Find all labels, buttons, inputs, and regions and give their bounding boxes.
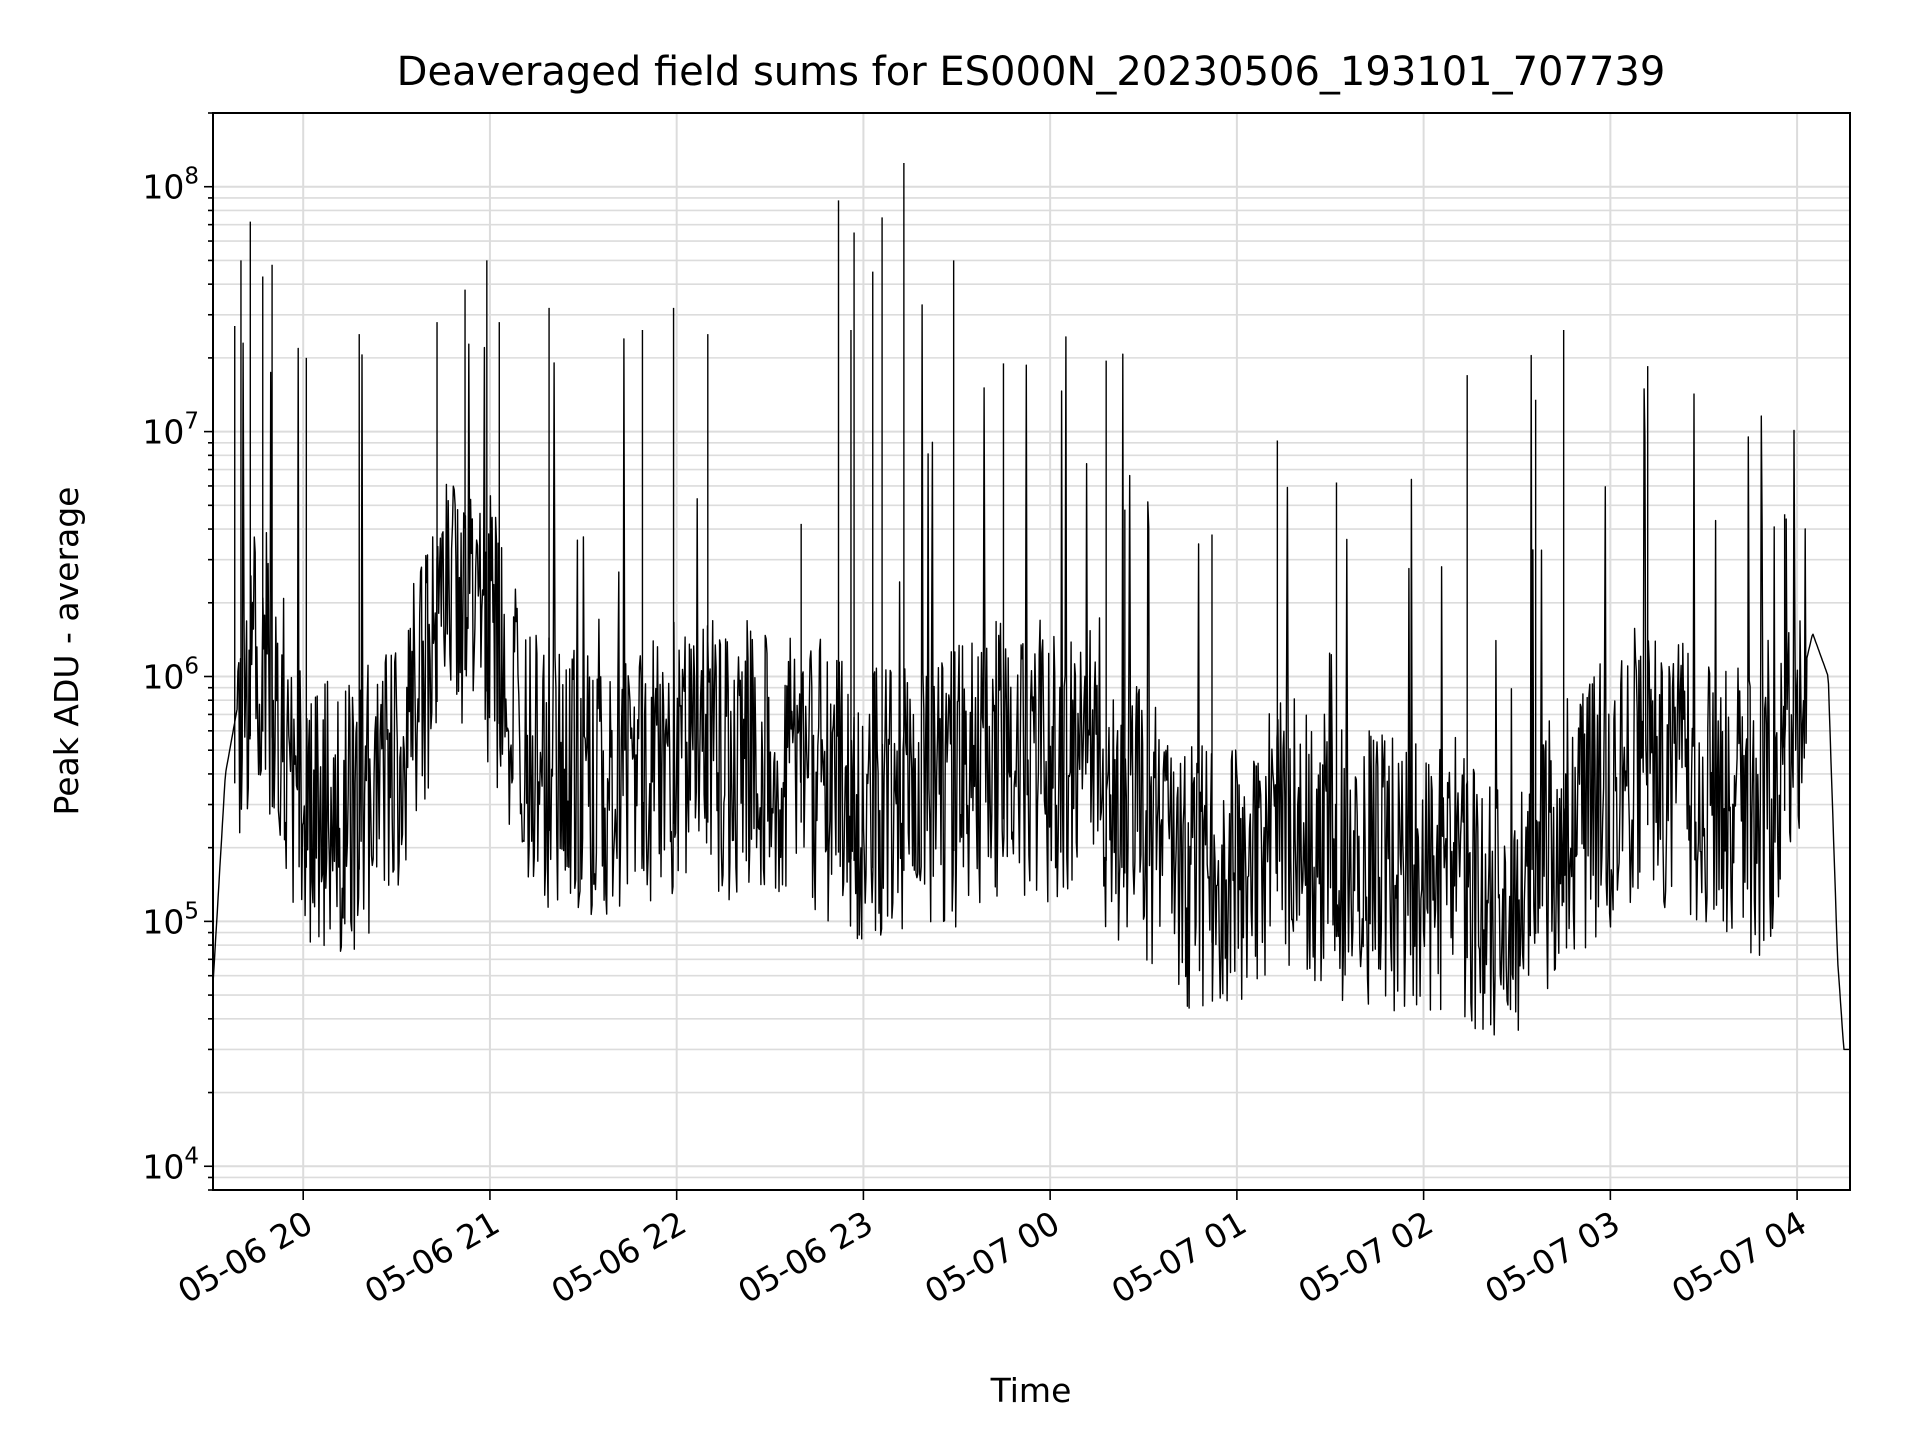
plot-frame: [212, 112, 1851, 1191]
y-tick-exponent: 7: [184, 409, 199, 435]
y-tick-exponent: 4: [184, 1143, 199, 1169]
grid-layer: [213, 112, 1850, 1191]
x-axis-label: Time: [990, 1371, 1072, 1410]
data-layer: [213, 162, 1850, 1051]
y-tick-exponent: 6: [184, 653, 199, 679]
y-tick-exponent: 5: [184, 898, 199, 924]
y-axis-label: Peak ADU - average: [47, 487, 86, 816]
y-tick-label: 104: [142, 1143, 199, 1186]
y-tick-base: 10: [142, 902, 184, 941]
y-tick-base: 10: [142, 168, 184, 207]
series-line: [213, 304, 1850, 1051]
y-tick-base: 10: [142, 1147, 184, 1186]
y-tick-exponent: 8: [184, 164, 199, 190]
y-tick-label: 106: [142, 653, 199, 696]
y-tick-label: 108: [142, 164, 199, 207]
y-tick-base: 10: [142, 657, 184, 696]
y-tick-label: 105: [142, 898, 199, 941]
y-tick-base: 10: [142, 413, 184, 452]
chart-title: Deaveraged field sums for ES000N_2023050…: [397, 49, 1666, 95]
y-tick-label: 107: [142, 409, 199, 452]
